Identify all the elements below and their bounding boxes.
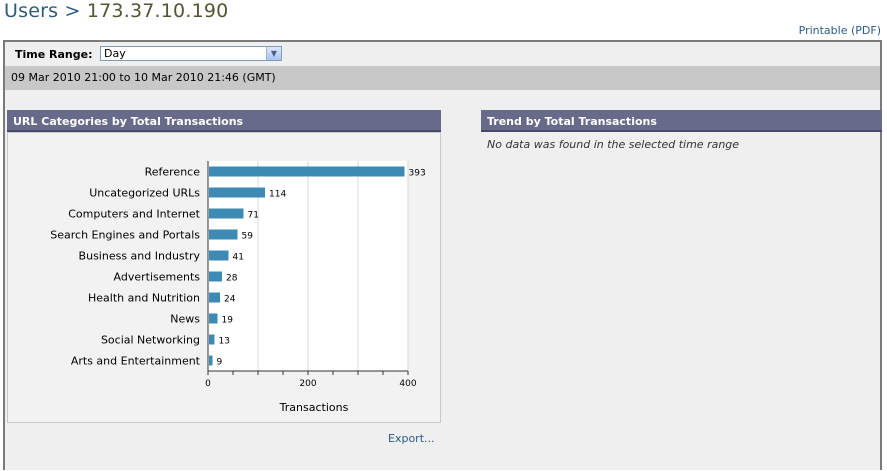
url-categories-chart-box: Reference 393 Uncategorized URLs 114 Compute… (7, 132, 441, 423)
category-label: Social Networking (101, 334, 200, 347)
trend-panel-title: Trend by Total Transactions (481, 110, 882, 132)
bar (209, 187, 265, 198)
bar (209, 271, 222, 282)
data-label: 393 (409, 169, 426, 179)
data-label: 59 (242, 232, 254, 242)
bar (209, 166, 405, 177)
category-label: Business and Industry (79, 250, 201, 263)
url-categories-panel-title: URL Categories by Total Transactions (7, 110, 441, 132)
data-label: 24 (224, 295, 236, 305)
category-label: Health and Nutrition (88, 292, 200, 305)
data-label: 41 (233, 253, 244, 263)
category-label: Reference (145, 166, 201, 179)
category-label: Advertisements (114, 271, 201, 284)
data-label: 9 (217, 358, 223, 368)
category-label: Search Engines and Portals (50, 229, 200, 242)
category-label: Arts and Entertainment (71, 355, 201, 368)
page-title-section: Users (4, 0, 59, 22)
time-range-label: Time Range: (15, 48, 93, 61)
export-link[interactable]: Export... (388, 432, 435, 445)
category-label: Uncategorized URLs (89, 187, 200, 200)
category-label: Computers and Internet (68, 208, 200, 221)
page-title: Users > 173.37.10.190 (4, 0, 228, 22)
url-categories-panel: URL Categories by Total Transactions Ref… (7, 110, 441, 426)
date-range-text: 09 Mar 2010 21:00 to 10 Mar 2010 21:46 (… (11, 71, 276, 84)
x-tick-label: 400 (399, 379, 416, 389)
data-label: 71 (248, 211, 259, 221)
time-range-value: Day (104, 47, 126, 60)
date-range-bar: 09 Mar 2010 21:00 to 10 Mar 2010 21:46 (… (5, 66, 880, 90)
bar (209, 208, 244, 219)
no-data-message: No data was found in the selected time r… (487, 138, 740, 151)
time-range-row: Time Range: Day ▼ (5, 42, 880, 66)
bar (209, 334, 215, 345)
data-label: 19 (222, 316, 234, 326)
x-tick-label: 0 (205, 379, 211, 389)
bar (209, 292, 220, 303)
page-title-separator: > (64, 0, 81, 22)
chevron-down-icon[interactable]: ▼ (266, 47, 281, 60)
x-tick-label: 200 (299, 379, 316, 389)
time-range-select[interactable]: Day ▼ (100, 46, 282, 61)
bar (209, 355, 213, 366)
data-label: 28 (226, 274, 238, 284)
data-label: 13 (219, 337, 230, 347)
bar (209, 229, 238, 240)
printable-pdf-link[interactable]: Printable (PDF) (798, 24, 881, 37)
page-title-host: 173.37.10.190 (86, 0, 229, 22)
bar (209, 313, 218, 324)
data-label: 114 (269, 190, 286, 200)
report-frame: Time Range: Day ▼ 09 Mar 2010 21:00 to 1… (3, 40, 882, 470)
x-axis-label: Transactions (279, 401, 349, 414)
url-categories-chart: Reference 393 Uncategorized URLs 114 Compute… (50, 161, 426, 414)
bar (209, 250, 229, 261)
category-label: News (170, 313, 200, 326)
